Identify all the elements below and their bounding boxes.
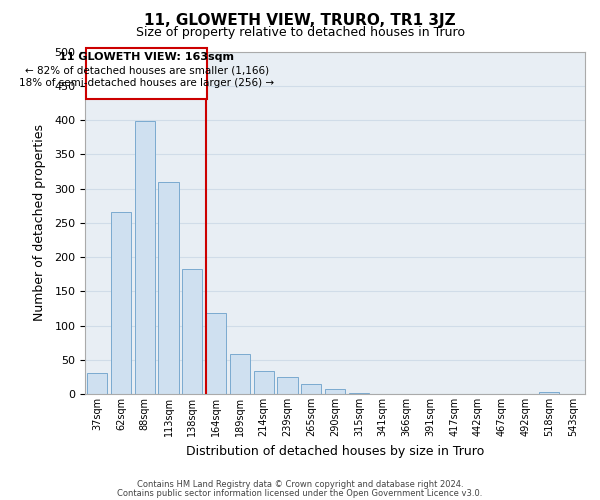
- Bar: [254, 372, 274, 394]
- Bar: [301, 384, 322, 394]
- Bar: [277, 377, 298, 394]
- X-axis label: Distribution of detached houses by size in Truro: Distribution of detached houses by size …: [186, 444, 484, 458]
- FancyBboxPatch shape: [86, 48, 207, 100]
- Bar: [539, 392, 559, 394]
- Text: Contains public sector information licensed under the Open Government Licence v3: Contains public sector information licen…: [118, 488, 482, 498]
- Bar: [111, 212, 131, 394]
- Text: 18% of semi-detached houses are larger (256) →: 18% of semi-detached houses are larger (…: [19, 78, 274, 88]
- Text: Contains HM Land Registry data © Crown copyright and database right 2024.: Contains HM Land Registry data © Crown c…: [137, 480, 463, 489]
- Text: Size of property relative to detached houses in Truro: Size of property relative to detached ho…: [136, 26, 464, 39]
- Bar: [182, 270, 202, 394]
- Text: 11 GLOWETH VIEW: 163sqm: 11 GLOWETH VIEW: 163sqm: [59, 52, 235, 62]
- Bar: [134, 122, 155, 394]
- Bar: [230, 354, 250, 394]
- Bar: [325, 389, 345, 394]
- Y-axis label: Number of detached properties: Number of detached properties: [33, 124, 46, 322]
- Bar: [87, 374, 107, 394]
- Text: 11, GLOWETH VIEW, TRURO, TR1 3JZ: 11, GLOWETH VIEW, TRURO, TR1 3JZ: [144, 12, 456, 28]
- Bar: [158, 182, 179, 394]
- Bar: [206, 313, 226, 394]
- Text: ← 82% of detached houses are smaller (1,166): ← 82% of detached houses are smaller (1,…: [25, 66, 269, 76]
